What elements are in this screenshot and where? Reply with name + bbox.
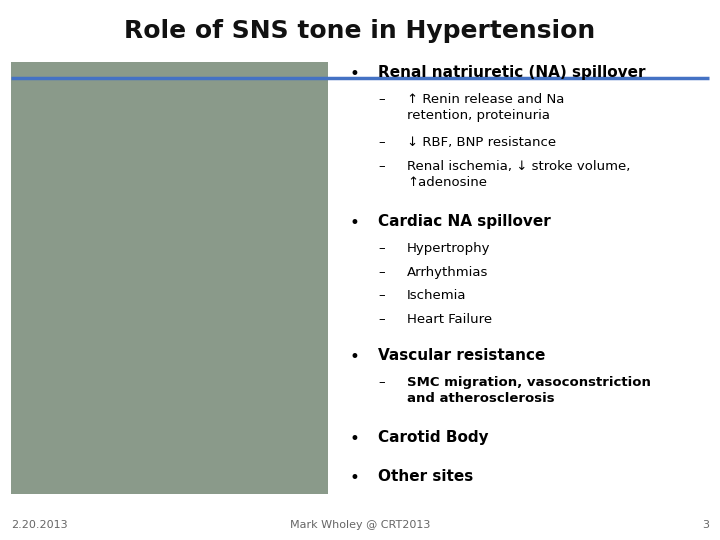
Text: Cardiac NA spillover: Cardiac NA spillover xyxy=(378,214,551,229)
Text: SMC migration, vasoconstriction
and atherosclerosis: SMC migration, vasoconstriction and athe… xyxy=(407,376,651,405)
Text: •: • xyxy=(349,348,359,366)
Text: •: • xyxy=(349,430,359,448)
Text: Heart Failure: Heart Failure xyxy=(407,313,492,326)
Text: Mark Wholey @ CRT2013: Mark Wholey @ CRT2013 xyxy=(290,520,430,530)
Text: ↓ RBF, BNP resistance: ↓ RBF, BNP resistance xyxy=(407,136,556,149)
Text: •: • xyxy=(349,469,359,487)
Bar xyxy=(11,62,328,494)
Text: •: • xyxy=(349,214,359,232)
Text: ↑ Renin release and Na
retention, proteinuria: ↑ Renin release and Na retention, protei… xyxy=(407,93,564,122)
Text: Arrhythmias: Arrhythmias xyxy=(407,266,488,279)
Text: –: – xyxy=(378,160,384,173)
Text: –: – xyxy=(378,376,384,389)
Text: •: • xyxy=(349,65,359,83)
Text: Carotid Body: Carotid Body xyxy=(378,430,489,445)
Text: –: – xyxy=(378,266,384,279)
Text: 3: 3 xyxy=(702,520,709,530)
Text: Ischemia: Ischemia xyxy=(407,289,467,302)
Text: Renal natriuretic (NA) spillover: Renal natriuretic (NA) spillover xyxy=(378,65,646,80)
Text: 2.20.2013: 2.20.2013 xyxy=(11,520,68,530)
Text: –: – xyxy=(378,242,384,255)
Text: Hypertrophy: Hypertrophy xyxy=(407,242,490,255)
Text: Role of SNS tone in Hypertension: Role of SNS tone in Hypertension xyxy=(125,19,595,43)
Text: –: – xyxy=(378,313,384,326)
Text: –: – xyxy=(378,289,384,302)
Text: –: – xyxy=(378,136,384,149)
Text: –: – xyxy=(378,93,384,106)
Text: Renal ischemia, ↓ stroke volume,
↑adenosine: Renal ischemia, ↓ stroke volume, ↑adenos… xyxy=(407,160,630,189)
Text: Other sites: Other sites xyxy=(378,469,473,484)
Text: Vascular resistance: Vascular resistance xyxy=(378,348,545,363)
